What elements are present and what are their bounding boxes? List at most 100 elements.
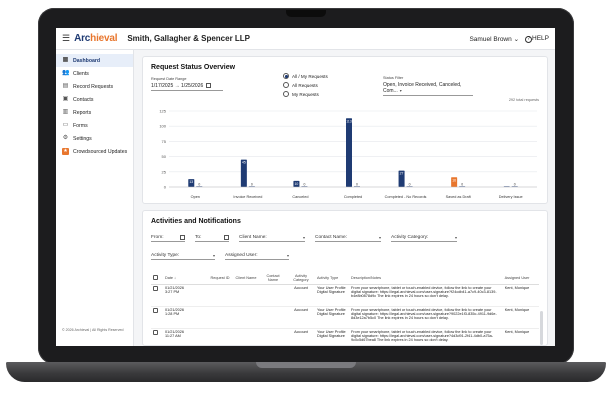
x-category-label: Open [191, 195, 200, 199]
bar-4 [398, 170, 405, 187]
column-contact-name[interactable]: Contact Name [266, 273, 280, 282]
column-activity-type[interactable]: Activity Type [317, 275, 339, 280]
activity-type-filter[interactable]: Activity Type: ▾ [151, 253, 215, 260]
radio-button[interactable] [283, 82, 289, 88]
sidebar-footer: © 2026 Archieval | All Rights Reserved [62, 328, 124, 332]
from-date-filter[interactable]: From: [151, 235, 185, 242]
camera-notch [286, 10, 326, 17]
sidebar-item-clients[interactable]: 👥 Clients [62, 70, 89, 77]
bar-value-label: 45 [242, 161, 246, 165]
y-tick-label: 100 [159, 124, 166, 129]
chevron-down-icon: ⌄ [513, 35, 520, 43]
sidebar-item-forms[interactable]: ▭ Forms [62, 122, 88, 129]
bar-secondary-value-label: 0 [409, 183, 411, 187]
x-category-label: Completed [344, 195, 362, 199]
date-range-label: Request Date Range [151, 77, 187, 81]
sidebar-item-contacts[interactable]: ▣ Contacts [62, 96, 94, 103]
calendar-icon[interactable] [206, 83, 212, 89]
bar-0 [188, 179, 195, 187]
to-date-filter[interactable]: To: [195, 235, 229, 242]
laptop-base-notch [256, 362, 356, 368]
sidebar: ▦ Dashboard 👥 Clients ▤ Record Requests ▣ Co… [56, 50, 134, 346]
chevron-down-icon: ▾ [286, 253, 289, 258]
sidebar-item-settings[interactable]: ⚙ Settings [62, 135, 92, 142]
gear-icon: ⚙ [62, 135, 69, 141]
assigned-user-filter[interactable]: Assigned User: ▾ [225, 253, 289, 260]
screen: ☰ Archieval Smith, Gallagher & Spencer L… [56, 28, 555, 346]
contact-name-filter[interactable]: Contact Name: ▾ [315, 235, 381, 242]
grid-icon: ▦ [62, 57, 69, 63]
status-filter-select[interactable]: Open, Invoice Received, Canceled, Com...… [383, 82, 473, 96]
laptop-base [6, 362, 606, 382]
bar-1 [240, 159, 247, 187]
help-button[interactable]: ? HELP [525, 35, 549, 43]
column-client-name[interactable]: Client Name [235, 275, 257, 280]
row-checkbox[interactable] [153, 308, 158, 313]
y-tick-label: 0 [164, 185, 167, 190]
table-row[interactable]: 01/21/2026 3:27 PM Account Your User Prof… [151, 285, 539, 307]
user-name: Samuel Brown [469, 35, 512, 43]
table-header: Date ↓ Request ID Client Name Contact Na… [151, 271, 539, 285]
bar-secondary-value-label: 0 [514, 183, 516, 187]
reports-icon: ▥ [62, 109, 69, 115]
date-range-input[interactable]: 1/17/2025 → 1/25/2026 [151, 83, 223, 91]
column-description[interactable]: Description/Notes [351, 275, 381, 280]
users-icon: 👥 [62, 70, 70, 76]
user-menu[interactable]: Samuel Brown ⌄ [469, 35, 519, 43]
calendar-icon[interactable] [180, 235, 185, 240]
row-checkbox[interactable] [153, 286, 158, 291]
request-status-panel: Request Status Overview Request Date Ran… [142, 56, 548, 204]
x-category-label: Saved as Draft [446, 195, 472, 199]
bar-value-label: 27 [400, 172, 404, 176]
x-category-label: Invoice Received [233, 195, 262, 199]
radio-all-my-requests[interactable]: All / My Requests [283, 73, 328, 79]
sidebar-item-crowdsourced-updates[interactable]: ★ Crowdsourced Updates [62, 148, 128, 155]
forms-icon: ▭ [62, 122, 69, 128]
app-logo[interactable]: Archieval [74, 33, 118, 44]
sidebar-item-dashboard[interactable]: ▦ Dashboard [56, 54, 133, 67]
app-header: ☰ Archieval Smith, Gallagher & Spencer L… [56, 28, 555, 50]
client-name-filter[interactable]: Client Name: ▾ [239, 235, 305, 242]
header-right: Samuel Brown ⌄ ? HELP [469, 35, 549, 43]
chevron-down-icon: ▾ [378, 235, 381, 240]
bar-5 [451, 177, 458, 187]
status-filter-label: Status Filter [383, 76, 404, 80]
activities-table: Date ↓ Request ID Client Name Contact Na… [151, 271, 539, 346]
x-category-label: Completed - No Records [385, 195, 427, 199]
bar-secondary-value-label: 0 [251, 183, 253, 187]
folder-icon: ▤ [62, 83, 69, 89]
contacts-icon: ▣ [62, 96, 69, 102]
row-checkbox[interactable] [153, 330, 158, 335]
table-row[interactable]: 01/21/2026 11:27 AM Account Your User Pro… [151, 329, 539, 346]
bar-value-label: 1 [506, 187, 508, 191]
column-request-id[interactable]: Request ID [210, 275, 230, 280]
total-requests: 292 total requests [508, 98, 539, 102]
radio-my-requests[interactable]: My Requests [283, 91, 319, 97]
column-date[interactable]: Date ↓ [165, 275, 176, 280]
calendar-icon[interactable] [224, 235, 229, 240]
bar-value-label: 16 [452, 178, 456, 182]
bar-secondary-value-label: 0 [461, 183, 463, 187]
panel-title: Activities and Notifications [151, 218, 241, 225]
table-row[interactable]: 01/21/2026 1:28 PM Account Your User Prof… [151, 307, 539, 329]
y-tick-label: 75 [162, 139, 167, 144]
activities-panel: Activities and Notifications From: To: C… [142, 210, 548, 346]
radio-button[interactable] [283, 73, 289, 79]
radio-button[interactable] [283, 91, 289, 97]
chevron-down-icon: ▾ [302, 235, 305, 240]
bar-secondary-value-label: 0 [198, 183, 200, 187]
select-all-checkbox[interactable] [153, 274, 158, 280]
sidebar-item-reports[interactable]: ▥ Reports [62, 109, 92, 116]
x-category-label: Delivery Issue [499, 195, 523, 199]
radio-all-requests[interactable]: All Requests [283, 82, 318, 88]
column-activity-category[interactable]: Activity Category [293, 273, 309, 282]
hamburger-icon[interactable]: ☰ [62, 33, 71, 43]
sidebar-item-record-requests[interactable]: ▤ Record Requests [62, 83, 114, 90]
table-scrollbar[interactable] [540, 311, 543, 345]
bar-secondary-value-label: 0 [356, 183, 358, 187]
column-assigned-user[interactable]: Assigned User [504, 275, 530, 280]
crowd-icon: ★ [62, 148, 69, 155]
activity-category-filter[interactable]: Activity Category: ▾ [391, 235, 457, 242]
chevron-down-icon: ▾ [212, 253, 215, 258]
